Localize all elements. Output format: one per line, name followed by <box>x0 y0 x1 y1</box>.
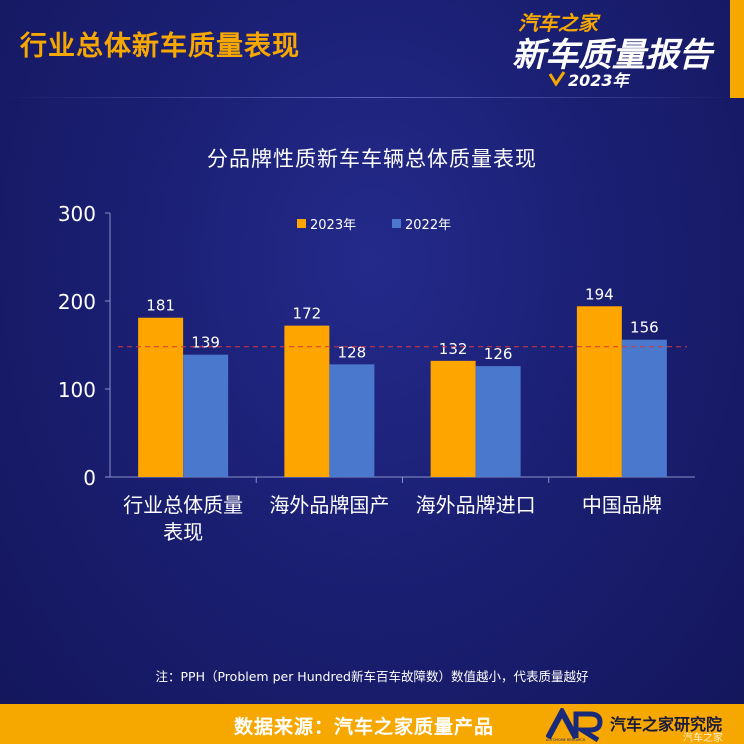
data-label: 132 <box>439 340 468 358</box>
logo-line2: 新车质量报告 <box>512 35 715 74</box>
data-label: 128 <box>338 343 367 361</box>
report-logo: 汽车之家 新车质量报告 2023年 <box>512 11 715 90</box>
logo-year: 2023年 <box>568 71 631 90</box>
bar-2023 <box>430 360 476 477</box>
x-tick-label: 海外品牌进口 <box>416 493 536 517</box>
x-tick-label: 行业总体质量 <box>123 493 243 517</box>
bar-2022 <box>621 339 667 477</box>
chart-title: 分品牌性质新车车辆总体质量表现 <box>207 147 537 171</box>
bar-2023 <box>576 306 622 477</box>
watermark: 汽车之家 <box>683 733 723 744</box>
page-title: 行业总体新车质量表现 <box>20 31 300 62</box>
legend-label: 2022年 <box>405 218 451 233</box>
x-tick-label: 表现 <box>163 520 203 544</box>
data-label: 139 <box>191 334 220 352</box>
y-tick-label: 0 <box>83 466 96 490</box>
y-tick-label: 300 <box>58 202 96 226</box>
bar-2022 <box>475 366 521 477</box>
data-label: 194 <box>585 285 614 303</box>
x-tick-label: 中国品牌 <box>582 493 662 517</box>
data-label: 172 <box>293 305 322 323</box>
footer: 数据来源：汽车之家质量产品 AUTOHOME RESEARCH 汽车之家研究院 <box>0 704 744 744</box>
data-label: 181 <box>146 297 175 315</box>
y-tick-label: 100 <box>58 378 96 402</box>
bar-2023 <box>284 325 330 477</box>
legend-swatch <box>297 219 306 228</box>
data-label: 126 <box>484 345 513 363</box>
bar-2023 <box>138 317 184 477</box>
data-label: 156 <box>630 319 659 337</box>
bar-2022 <box>329 364 375 477</box>
x-tick-label: 海外品牌国产 <box>269 493 389 517</box>
logo-line1: 汽车之家 <box>518 11 601 35</box>
ar-logo-icon: AUTOHOME RESEARCH <box>546 708 603 742</box>
research-org: 汽车之家研究院 <box>610 715 723 734</box>
data-source: 数据来源：汽车之家质量产品 <box>234 716 495 738</box>
header: 行业总体新车质量表现 汽车之家 新车质量报告 2023年 <box>0 0 744 98</box>
logo-sub: AUTOHOME RESEARCH <box>546 738 586 742</box>
footnote: 注：PPH（Problem per Hundred新车百车故障数）数值越小，代表… <box>155 669 589 684</box>
legend-swatch <box>392 219 401 228</box>
bar-2022 <box>183 354 229 477</box>
corner-accent <box>730 0 744 98</box>
y-tick-label: 200 <box>58 290 96 314</box>
legend-label: 2023年 <box>310 218 356 233</box>
header-divider <box>0 97 744 98</box>
